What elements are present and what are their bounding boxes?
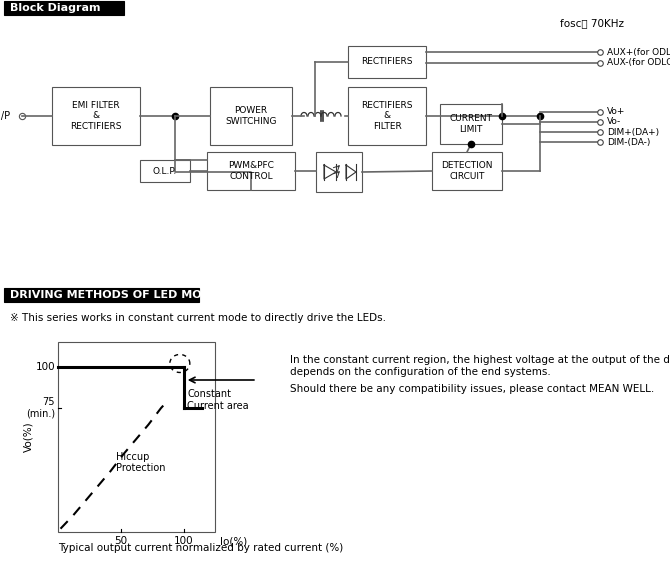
Text: Should there be any compatibility issues, please contact MEAN WELL.: Should there be any compatibility issues… bbox=[290, 384, 654, 394]
Text: 50: 50 bbox=[115, 536, 127, 546]
FancyBboxPatch shape bbox=[432, 152, 502, 190]
Text: ※ This series works in constant current mode to directly drive the LEDs.: ※ This series works in constant current … bbox=[10, 313, 386, 323]
Text: depends on the configuration of the end systems.: depends on the configuration of the end … bbox=[290, 367, 551, 377]
Text: RECTIFIERS
&
FILTER: RECTIFIERS & FILTER bbox=[361, 101, 413, 131]
FancyBboxPatch shape bbox=[4, 1, 124, 15]
FancyBboxPatch shape bbox=[4, 288, 199, 302]
FancyBboxPatch shape bbox=[58, 342, 215, 532]
Text: Typical output current normalized by rated current (%): Typical output current normalized by rat… bbox=[58, 543, 343, 553]
Text: Vo-: Vo- bbox=[607, 117, 621, 127]
Text: DRIVING METHODS OF LED MODULE: DRIVING METHODS OF LED MODULE bbox=[10, 290, 234, 300]
Text: DETECTION
CIRCUIT: DETECTION CIRCUIT bbox=[442, 161, 492, 181]
FancyBboxPatch shape bbox=[348, 46, 426, 78]
Text: Io(%): Io(%) bbox=[220, 536, 247, 546]
Text: Block Diagram: Block Diagram bbox=[10, 3, 100, 13]
FancyBboxPatch shape bbox=[52, 87, 140, 145]
Text: PWM&PFC
CONTROL: PWM&PFC CONTROL bbox=[228, 161, 274, 181]
FancyBboxPatch shape bbox=[210, 87, 292, 145]
FancyBboxPatch shape bbox=[140, 160, 190, 182]
FancyBboxPatch shape bbox=[348, 87, 426, 145]
Text: EMI FILTER
&
RECTIFIERS: EMI FILTER & RECTIFIERS bbox=[70, 101, 122, 131]
Text: 75
(min.): 75 (min.) bbox=[26, 397, 55, 419]
Text: 100: 100 bbox=[174, 536, 194, 546]
Text: AUX+(for ODLC-65A): AUX+(for ODLC-65A) bbox=[607, 47, 670, 56]
Text: Vo+: Vo+ bbox=[607, 108, 625, 116]
Text: AUX-(for ODLC-65A): AUX-(for ODLC-65A) bbox=[607, 59, 670, 67]
Text: fosc： 70KHz: fosc： 70KHz bbox=[560, 18, 624, 28]
Text: CURRENT
LIMIT: CURRENT LIMIT bbox=[450, 115, 492, 134]
Text: In the constant current region, the highest voltage at the output of the driver: In the constant current region, the high… bbox=[290, 355, 670, 365]
Text: Constant
Current area: Constant Current area bbox=[188, 389, 249, 410]
Text: 100: 100 bbox=[36, 362, 55, 372]
Text: RECTIFIERS: RECTIFIERS bbox=[361, 58, 413, 67]
FancyBboxPatch shape bbox=[440, 104, 502, 144]
Text: I/P: I/P bbox=[0, 111, 10, 121]
Text: Hiccup
Protection: Hiccup Protection bbox=[116, 452, 165, 474]
FancyBboxPatch shape bbox=[207, 152, 295, 190]
Text: POWER
SWITCHING: POWER SWITCHING bbox=[225, 106, 277, 126]
Text: Vo(%): Vo(%) bbox=[23, 422, 33, 453]
Text: DIM+(DA+): DIM+(DA+) bbox=[607, 128, 659, 136]
Text: DIM-(DA-): DIM-(DA-) bbox=[607, 137, 651, 146]
Text: O.L.P.: O.L.P. bbox=[153, 166, 177, 176]
FancyBboxPatch shape bbox=[316, 152, 362, 192]
